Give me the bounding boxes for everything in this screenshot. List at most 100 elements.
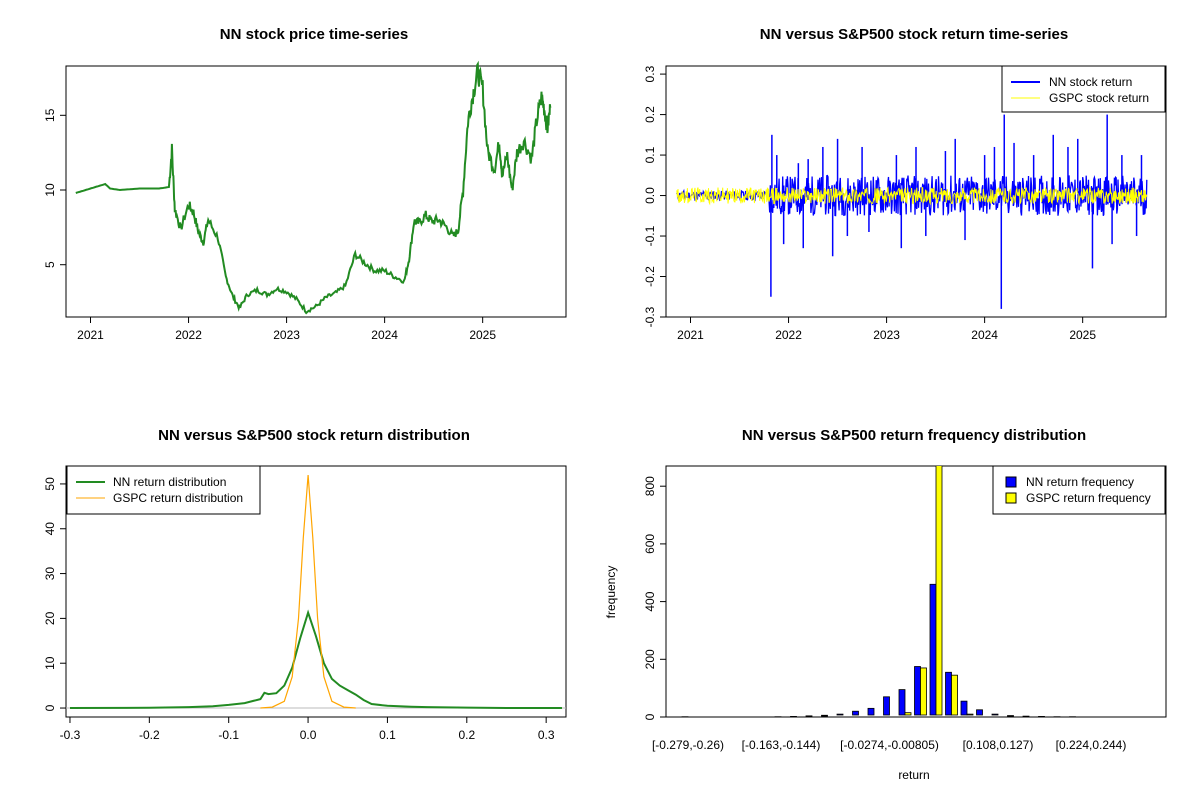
panel4-legend: NN return frequency GSPC return frequenc… (992, 465, 1166, 515)
panel3-xtick-label: 0.0 (300, 728, 317, 742)
legend-nn-return-label: NN stock return (1049, 75, 1132, 89)
gspc-freq-bar (920, 667, 927, 716)
panel3-xtick-label: -0.2 (139, 728, 160, 742)
panel4-ytick-label: 600 (643, 534, 657, 554)
panel3-ytick-label: 50 (43, 477, 57, 491)
panel3-xtick-label: 0.3 (538, 728, 555, 742)
panel4-legend-box (992, 465, 1166, 515)
legend-gspc-dist-label: GSPC return distribution (113, 491, 243, 505)
panel2-ytick-label: 0.0 (643, 187, 657, 204)
panel4-plot-box (665, 465, 1167, 718)
panel2-ytick-label: 0.1 (643, 146, 657, 163)
panel1-ytick-label: 15 (43, 108, 57, 122)
nn-freq-bar (929, 583, 937, 716)
panel3-plot-box (65, 465, 567, 718)
panel4-title: NN versus S&P500 return frequency distri… (742, 427, 1086, 444)
legend-nn-freq-swatch (1005, 476, 1017, 488)
panel3-ytick-label: 30 (43, 567, 57, 581)
nn-freq-bar (681, 716, 689, 717)
panel4-xtick-label: [-0.163,-0.144) (742, 738, 821, 752)
nn-freq-bar (805, 715, 813, 717)
panel2-legend-box (1001, 65, 1166, 113)
panel2-ytick-label: 0.3 (643, 65, 657, 82)
nn-freq-bar (1053, 716, 1061, 717)
panel3-xtick-label: -0.3 (60, 728, 81, 742)
panel1-xtick-label: 2023 (273, 328, 300, 342)
nn-freq-bar (852, 710, 859, 716)
panel3-ytick-label: 10 (43, 656, 57, 670)
nn-freq-bar (1069, 716, 1076, 717)
panel4-ylabel: frequency (604, 566, 618, 619)
nn-freq-bar (836, 713, 844, 716)
panel1-ytick-label: 5 (43, 261, 57, 268)
panel4-ytick-label: 800 (643, 476, 657, 496)
nn-freq-bar (960, 700, 968, 716)
panel1-price-chart: 2021 2022 2023 2024 2025 5 10 15 (43, 60, 567, 342)
nn-freq-bar (991, 713, 999, 716)
panel1-xtick-label: 2022 (175, 328, 202, 342)
panel3-ytick-label: 0 (43, 704, 57, 711)
panel2-xtick-label: 2022 (775, 328, 802, 342)
gspc-freq-bar (904, 712, 912, 716)
legend-gspc-return-label: GSPC stock return (1049, 91, 1149, 105)
panel1-plot-box (65, 65, 567, 318)
nn-freq-bar (976, 709, 983, 716)
gspc-freq-bar (966, 713, 974, 716)
panel2-legend: NN stock return GSPC stock return (1001, 65, 1166, 113)
gspc-density-curve (260, 474, 356, 709)
panel3-xtick-label: -0.1 (218, 728, 239, 742)
nn-freq-bar (883, 696, 890, 716)
panel1-ytick-label: 10 (43, 183, 57, 197)
nn-freq-bar (821, 714, 828, 717)
panel3-title: NN versus S&P500 stock return distributi… (158, 427, 470, 444)
panel1-title: NN stock price time-series (220, 26, 408, 43)
panel2-xtick-label: 2025 (1069, 328, 1096, 342)
panel2-ytick-label: -0.3 (643, 306, 657, 327)
nn-freq-bar (774, 716, 782, 717)
panel2-ytick-label: -0.1 (643, 225, 657, 246)
panel2-xtick-label: 2023 (873, 328, 900, 342)
legend-nn-freq-label: NN return frequency (1026, 475, 1134, 489)
panel3-ytick-label: 20 (43, 611, 57, 625)
gspc-return-series (676, 186, 1148, 206)
panel4-xtick-label: [-0.279,-0.26) (652, 738, 724, 752)
legend-gspc-freq-label: GSPC return frequency (1026, 491, 1151, 505)
legend-nn-dist-label: NN return distribution (113, 475, 226, 489)
nn-freq-bar (1022, 715, 1030, 717)
panel3-legend-box (66, 465, 261, 515)
panel1-xtick-label: 2021 (77, 328, 104, 342)
panel2-title: NN versus S&P500 stock return time-serie… (760, 26, 1068, 43)
panel3-ytick-label: 40 (43, 522, 57, 536)
legend-gspc-freq-swatch (1005, 492, 1017, 504)
panel4-xtick-label: [0.224,0.244) (1056, 738, 1127, 752)
nn-freq-bar (945, 671, 952, 716)
panel4-ytick-label: 200 (643, 649, 657, 669)
nn-price-line (75, 60, 552, 315)
nn-freq-bar (867, 707, 875, 716)
gspc-freq-bar (951, 674, 958, 716)
panel2-ytick-label: -0.2 (643, 266, 657, 287)
panel4-ytick-label: 0 (643, 713, 657, 720)
nn-freq-bar (1007, 715, 1014, 717)
nn-freq-bar (898, 689, 906, 716)
panel2-xtick-label: 2021 (677, 328, 704, 342)
gspc-freq-bar (935, 466, 943, 716)
panel3-xtick-label: 0.1 (379, 728, 396, 742)
panel2-ytick-label: 0.2 (643, 106, 657, 123)
panel3-legend: NN return distribution GSPC return distr… (66, 465, 261, 515)
panel4-xtick-label: [-0.0274,-0.00805) (840, 738, 939, 752)
panel2-return-chart: 2021 2022 2023 2024 2025 -0.3 -0.2 -0.1 0.0 0.1 0.… (643, 65, 1167, 342)
panel2-plot-box (665, 65, 1167, 318)
panel4-ytick-label: 400 (643, 591, 657, 611)
nn-density-curve (69, 609, 562, 709)
panel4-xlabel: return (898, 768, 929, 782)
panel3-density-chart: -0.3 -0.2 -0.1 0.0 0.1 0.2 0.3 0 10 20 30 40 50 (43, 465, 567, 742)
nn-freq-bar (914, 666, 921, 716)
panel1-xtick-label: 2024 (371, 328, 398, 342)
panel4-histogram-chart: 0 200 400 600 800 [-0.279,-0.26) [-0.163,-0.14… (643, 465, 1167, 752)
panel4-xtick-label: [0.108,0.127) (963, 738, 1034, 752)
panel2-xtick-label: 2024 (971, 328, 998, 342)
panel1-xtick-label: 2025 (469, 328, 496, 342)
